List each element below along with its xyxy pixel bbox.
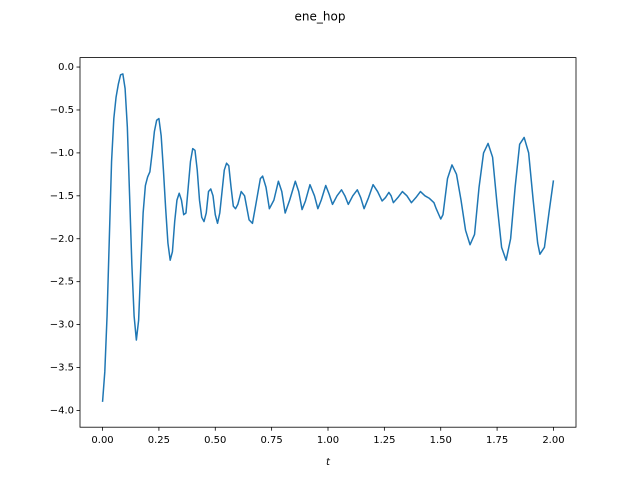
x-tick-label: 1.00 [317, 435, 339, 446]
y-tick-label: −1.0 [50, 148, 74, 159]
chart-title: ene_hop [295, 10, 346, 24]
x-tick-label: 0.00 [91, 435, 113, 446]
x-tick-label: 0.75 [261, 435, 283, 446]
x-tick-label: 1.25 [373, 435, 395, 446]
x-tick-label: 1.50 [430, 435, 452, 446]
y-tick-label: −3.5 [50, 363, 74, 374]
line-series [101, 73, 555, 402]
y-tick-label: −4.0 [50, 405, 74, 416]
y-tick-label: −1.5 [50, 191, 74, 202]
x-tick-label: 2.00 [542, 435, 564, 446]
y-tick-label: −2.5 [50, 277, 74, 288]
x-tick-label: 1.75 [486, 435, 508, 446]
y-tick-label: 0.0 [58, 62, 74, 73]
y-tick-label: −2.0 [50, 234, 74, 245]
x-tick-label: 0.50 [204, 435, 226, 446]
x-tick-label: 0.25 [148, 435, 170, 446]
y-tick-label: −3.0 [50, 320, 74, 331]
x-axis-label: t [326, 457, 331, 468]
y-tick-label: −0.5 [50, 105, 74, 116]
